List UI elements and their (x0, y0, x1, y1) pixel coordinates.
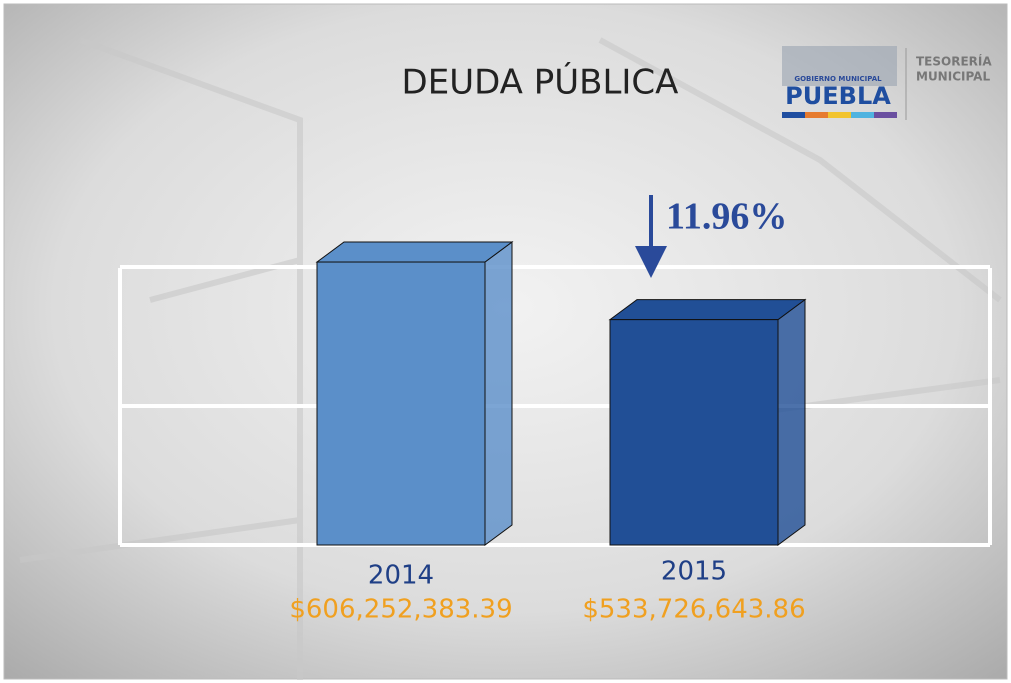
bar-side (485, 242, 512, 545)
logo-side: TESORERÍA (916, 54, 992, 69)
annotation: 11.96% (666, 196, 787, 238)
page: {"chart_data": {"type": "bar3d", "title"… (0, 0, 1011, 683)
bar (610, 320, 778, 545)
x-tick-label: 2014 (368, 561, 434, 591)
bar-top (610, 300, 805, 320)
bar-top (317, 242, 512, 262)
logo-stripe (782, 112, 897, 118)
bar (317, 262, 485, 545)
x-tick-label: 2015 (661, 557, 727, 587)
chart: DEUDA PÚBLICA GOBIERNO MUNICIPAL PUEBLA … (0, 0, 1011, 683)
logo-side: MUNICIPAL (916, 70, 990, 84)
value-label: $533,726,643.86 (582, 595, 805, 625)
value-label: $606,252,383.39 (289, 595, 512, 625)
logo-name: PUEBLA (785, 82, 891, 110)
chart-title: DEUDA PÚBLICA (402, 62, 679, 103)
bar-side (778, 300, 805, 545)
